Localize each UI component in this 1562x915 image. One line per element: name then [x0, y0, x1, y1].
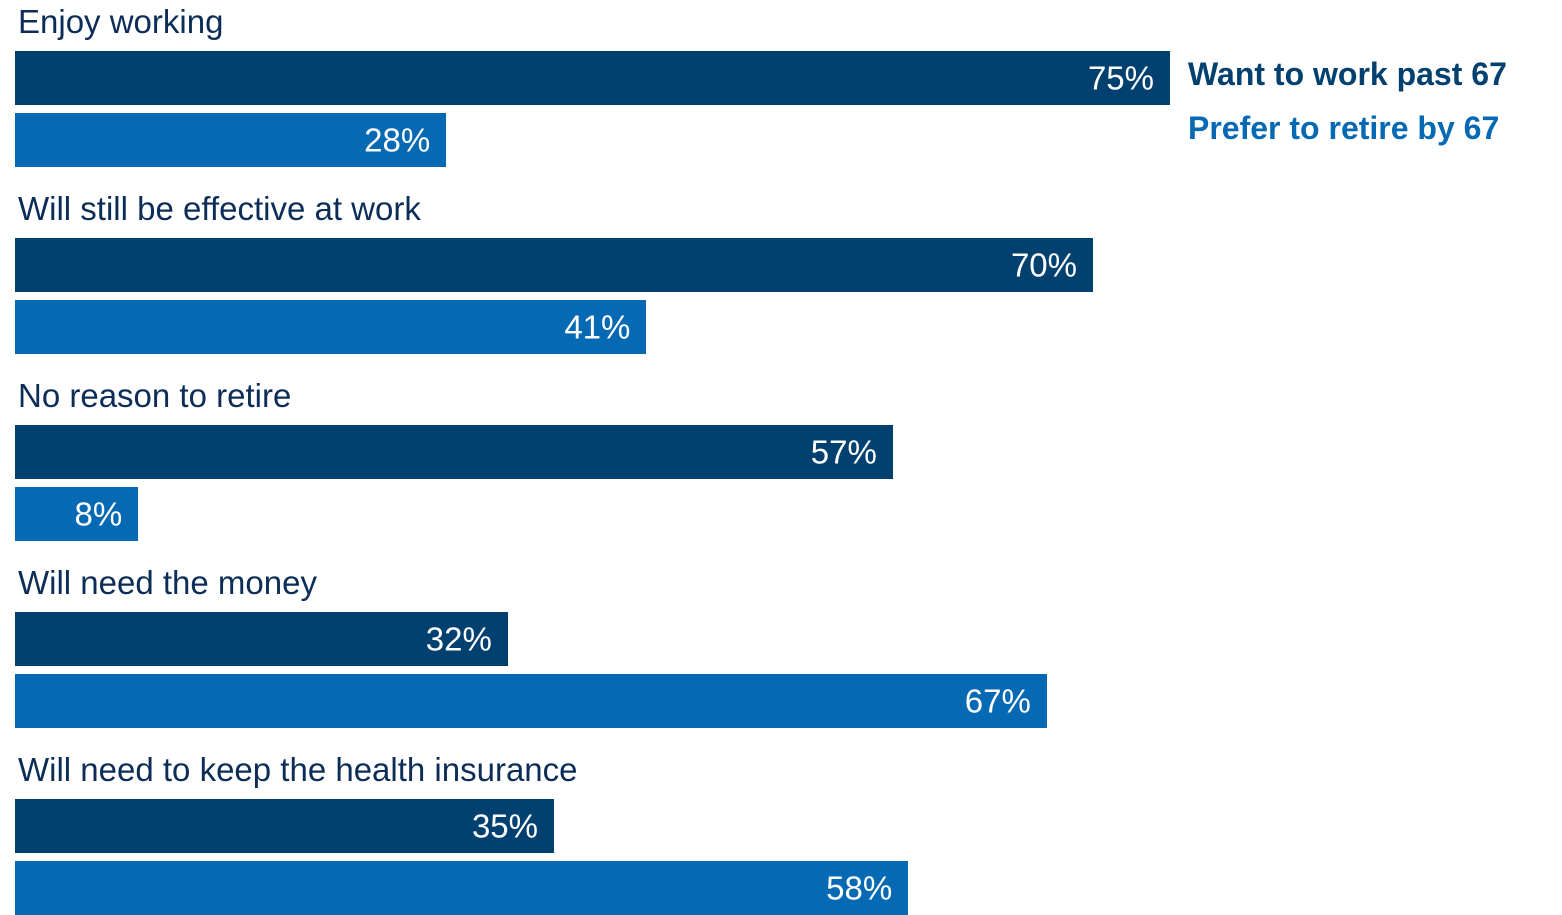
bar-value-label: 8% [74, 495, 123, 533]
bar-want-to-work: 75% [15, 51, 1170, 105]
legend: Want to work past 67 Prefer to retire by… [1188, 58, 1507, 166]
category-label: Enjoy working [18, 3, 224, 40]
bar-value-label: 70% [1010, 246, 1077, 284]
bar-prefer-to-retire: 67% [15, 674, 1047, 728]
bar-value-label: 41% [564, 308, 631, 346]
bar-want-to-work: 35% [15, 799, 554, 853]
bar-want-to-work: 57% [15, 425, 893, 479]
bar-value-label: 35% [471, 807, 538, 845]
bar-prefer-to-retire: 41% [15, 300, 647, 354]
bar-prefer-to-retire: 58% [15, 861, 909, 915]
bar-want-to-work: 70% [15, 238, 1093, 292]
bar-want-to-work: 32% [15, 612, 508, 666]
legend-item-prefer-to-retire: Prefer to retire by 67 [1188, 110, 1500, 146]
bar-value-label: 28% [364, 121, 431, 159]
bar-value-label: 57% [810, 433, 877, 471]
category-label: No reason to retire [18, 377, 292, 414]
bar-prefer-to-retire: 28% [15, 113, 447, 167]
legend-item-want-to-work: Want to work past 67 [1188, 56, 1507, 92]
category-label: Will still be effective at work [18, 190, 421, 227]
bar-prefer-to-retire: 8% [15, 487, 139, 541]
category-label: Will need to keep the health insurance [18, 751, 578, 788]
bar-value-label: 32% [425, 620, 492, 658]
bar-value-label: 75% [1087, 59, 1154, 97]
bar-value-label: 67% [964, 682, 1031, 720]
bar-value-label: 58% [826, 869, 893, 907]
category-label: Will need the money [18, 564, 317, 601]
